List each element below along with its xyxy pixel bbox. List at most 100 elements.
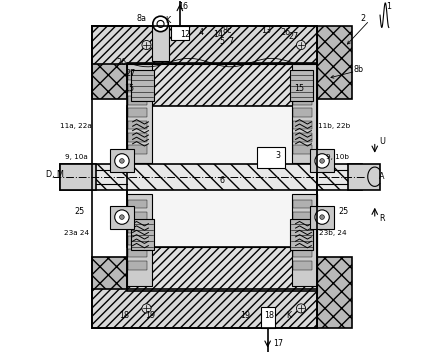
Text: 8a: 8a bbox=[136, 14, 146, 23]
Text: 6: 6 bbox=[219, 176, 225, 185]
Circle shape bbox=[315, 154, 329, 168]
Text: R: R bbox=[379, 214, 385, 223]
Bar bbox=[128, 84, 147, 92]
Text: 25: 25 bbox=[338, 207, 348, 216]
Bar bbox=[293, 96, 312, 105]
Bar bbox=[290, 70, 313, 101]
Bar bbox=[293, 120, 312, 129]
Circle shape bbox=[153, 16, 168, 32]
Text: 9, 10a: 9, 10a bbox=[65, 154, 87, 160]
Bar bbox=[171, 26, 189, 40]
Text: 14: 14 bbox=[214, 30, 223, 39]
Bar bbox=[92, 26, 127, 100]
Text: 18: 18 bbox=[119, 311, 129, 320]
Bar bbox=[128, 145, 147, 154]
Text: 1: 1 bbox=[386, 2, 391, 11]
Bar bbox=[128, 224, 147, 233]
Text: 15: 15 bbox=[124, 84, 134, 94]
Text: 27: 27 bbox=[126, 68, 136, 78]
Circle shape bbox=[315, 210, 329, 224]
Bar bbox=[152, 26, 169, 61]
Bar bbox=[110, 149, 134, 173]
Text: 17: 17 bbox=[273, 339, 283, 348]
Text: 26: 26 bbox=[280, 28, 290, 37]
Bar bbox=[293, 224, 312, 233]
Bar bbox=[293, 71, 312, 80]
Text: 18: 18 bbox=[265, 311, 274, 320]
Text: 8b: 8b bbox=[354, 65, 364, 74]
Bar bbox=[131, 219, 154, 251]
Bar bbox=[128, 212, 147, 221]
Bar bbox=[128, 108, 147, 117]
Bar bbox=[317, 257, 352, 328]
Bar bbox=[60, 164, 95, 190]
Bar bbox=[128, 71, 147, 80]
Text: 23a 24: 23a 24 bbox=[63, 230, 89, 236]
Bar bbox=[128, 199, 147, 208]
Bar bbox=[290, 219, 313, 251]
Text: D, M: D, M bbox=[46, 170, 64, 179]
Bar bbox=[92, 26, 317, 64]
Bar bbox=[293, 108, 312, 117]
Circle shape bbox=[320, 158, 325, 163]
Bar bbox=[293, 212, 312, 221]
Bar bbox=[128, 261, 147, 270]
Text: 19: 19 bbox=[145, 311, 155, 320]
Circle shape bbox=[119, 158, 124, 163]
Text: 19: 19 bbox=[240, 311, 250, 320]
Circle shape bbox=[142, 304, 151, 313]
Bar bbox=[293, 145, 312, 154]
Bar bbox=[152, 107, 292, 247]
Bar bbox=[292, 194, 317, 286]
Bar bbox=[261, 307, 275, 328]
Bar bbox=[293, 84, 312, 92]
Text: K: K bbox=[286, 311, 291, 320]
Bar bbox=[92, 257, 127, 328]
Bar bbox=[131, 70, 154, 101]
Bar bbox=[317, 26, 352, 100]
Text: 9, 10b: 9, 10b bbox=[326, 154, 349, 160]
Text: 12: 12 bbox=[180, 30, 190, 39]
Bar bbox=[128, 133, 147, 142]
Bar bbox=[257, 147, 285, 168]
Bar bbox=[128, 120, 147, 129]
Bar bbox=[128, 96, 147, 105]
Bar bbox=[127, 64, 317, 163]
Bar bbox=[310, 149, 334, 173]
Text: 27: 27 bbox=[289, 32, 299, 41]
Circle shape bbox=[157, 20, 164, 28]
Circle shape bbox=[115, 154, 129, 168]
Circle shape bbox=[119, 215, 124, 220]
Bar bbox=[127, 107, 317, 170]
Bar bbox=[60, 164, 362, 190]
Bar bbox=[110, 205, 134, 229]
Text: A: A bbox=[379, 172, 385, 181]
Text: U: U bbox=[379, 137, 385, 146]
Circle shape bbox=[297, 41, 305, 49]
Text: 11a, 22a: 11a, 22a bbox=[60, 123, 92, 129]
Text: 13: 13 bbox=[261, 26, 271, 35]
Text: 16: 16 bbox=[178, 2, 188, 11]
Bar bbox=[349, 164, 380, 190]
Text: 3: 3 bbox=[276, 151, 281, 160]
Circle shape bbox=[115, 210, 129, 224]
Text: K: K bbox=[165, 16, 170, 25]
Bar bbox=[127, 62, 317, 291]
Text: 2: 2 bbox=[360, 14, 365, 23]
Text: 25: 25 bbox=[75, 207, 85, 216]
Bar bbox=[293, 261, 312, 270]
Bar bbox=[128, 237, 147, 245]
Text: 7: 7 bbox=[228, 37, 234, 46]
Text: 5: 5 bbox=[219, 37, 225, 46]
Text: 8c: 8c bbox=[222, 26, 232, 35]
Text: 23b, 24: 23b, 24 bbox=[319, 230, 346, 236]
Text: 4: 4 bbox=[198, 28, 203, 37]
Bar bbox=[293, 237, 312, 245]
Bar bbox=[92, 26, 317, 328]
Text: 11b, 22b: 11b, 22b bbox=[318, 123, 350, 129]
Bar bbox=[92, 289, 317, 328]
Text: 26: 26 bbox=[117, 58, 127, 67]
Bar bbox=[293, 133, 312, 142]
Bar bbox=[127, 194, 152, 286]
Circle shape bbox=[320, 215, 325, 220]
